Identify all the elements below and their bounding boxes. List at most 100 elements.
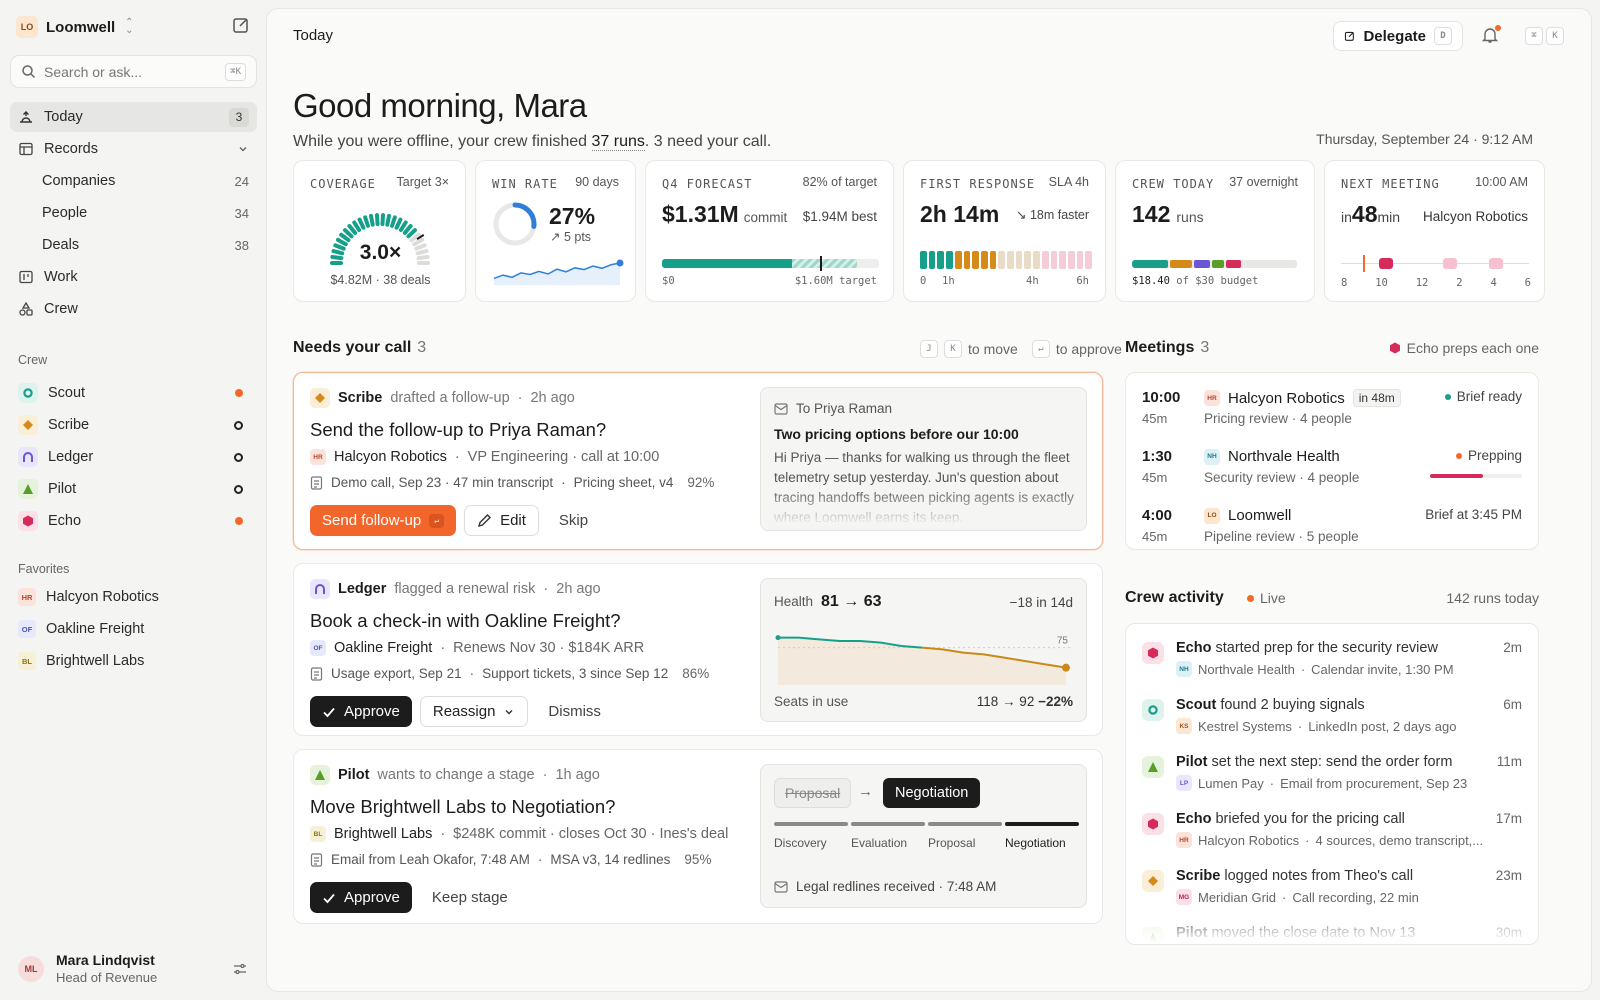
search-input[interactable]: Search or ask... ⌘K — [10, 55, 257, 88]
card-source-2[interactable]: Pricing sheet, v4 — [573, 475, 674, 490]
dismiss-button[interactable]: Dismiss — [548, 703, 601, 720]
nextmeeting-card[interactable]: NEXT MEETING 10:00 AM in 48 min Halcyon … — [1324, 160, 1545, 302]
card-confidence: 92% — [687, 475, 715, 490]
histogram-bar — [1033, 251, 1040, 269]
crew-item-label: Scribe — [48, 417, 90, 433]
card-company[interactable]: Halcyon Robotics — [334, 449, 447, 465]
crewtoday-card[interactable]: CREW TODAY 37 overnight 142 runs $18.40 … — [1115, 160, 1315, 302]
edit-button[interactable]: Edit — [464, 505, 539, 536]
favorite-item[interactable]: HR Halcyon Robotics — [10, 582, 257, 612]
bell-icon[interactable] — [1481, 25, 1501, 47]
meeting-status: Brief ready — [1444, 389, 1522, 404]
reassign-dropdown[interactable]: Reassign — [419, 696, 529, 727]
card-source-1[interactable]: Demo call, Sep 23 · 47 min transcript — [331, 475, 554, 490]
histogram-bar — [980, 251, 988, 269]
budget-segment — [1132, 260, 1169, 268]
activity-company[interactable]: Northvale Health — [1198, 661, 1295, 677]
activity-company[interactable]: Meridian Grid — [1198, 889, 1277, 905]
email-preview[interactable]: To Priya Raman Two pricing options befor… — [760, 387, 1087, 531]
card-source-1[interactable]: Usage export, Sep 21 — [331, 666, 462, 681]
meeting-row[interactable]: 4:00 45m LO Loomwell Pipeline review · 5 peo… — [1142, 507, 1522, 557]
card-source-2[interactable]: MSA v3, 14 redlines — [550, 852, 671, 867]
keep-stage-button[interactable]: Keep stage — [431, 889, 508, 906]
activity-row[interactable]: Scribe logged notes from Theo's call 23m M… — [1142, 868, 1522, 912]
approve-button[interactable]: Approve — [310, 696, 412, 727]
nav-crew[interactable]: Crew — [10, 294, 257, 324]
echo-icon — [18, 511, 38, 531]
nav-work[interactable]: Work — [10, 262, 257, 292]
card-company[interactable]: Oakline Freight — [334, 640, 433, 656]
nav-companies[interactable]: Companies 24 — [10, 166, 257, 196]
user-profile[interactable]: ML Mara Lindqvist Head of Revenue — [18, 952, 157, 985]
meeting-row[interactable]: 10:00 45m HR Halcyon Robotics in 48m Pricing … — [1142, 389, 1522, 439]
activity-source: · — [1297, 718, 1303, 734]
compose-icon[interactable] — [232, 16, 252, 36]
runs-link[interactable]: 37 runs — [591, 133, 645, 151]
card-title[interactable]: Send the follow-up to Priya Raman? — [310, 419, 607, 440]
crew-item-scout[interactable]: Scout — [10, 378, 257, 408]
settings-sliders-icon[interactable] — [232, 961, 248, 980]
activity-company[interactable]: Halcyon Robotics — [1198, 832, 1300, 848]
action-card-followup[interactable]: Scribe drafted a follow-up · 2h ago Send… — [293, 372, 1103, 550]
histogram-bar — [928, 251, 936, 269]
document-icon — [310, 666, 323, 681]
forecast-best: $1.94M best — [802, 209, 877, 224]
forecast-card[interactable]: Q4 FORECAST 82% of target $1.31M commit … — [645, 160, 894, 302]
send-followup-button[interactable]: Send follow-up ↵ — [310, 505, 457, 536]
skip-button[interactable]: Skip — [558, 512, 589, 529]
winrate-ring — [493, 202, 537, 246]
response-card[interactable]: FIRST RESPONSE SLA 4h 2h 14m ↘ 18m faste… — [903, 160, 1106, 302]
activity-row[interactable]: Echo started prep for the security revie… — [1142, 640, 1522, 684]
activity-company[interactable]: Kestrel Systems — [1198, 718, 1292, 734]
activity-row[interactable]: Scout found 2 buying signals 6m KS Kestrel … — [1142, 697, 1522, 741]
crew-item-scribe[interactable]: Scribe — [10, 410, 257, 440]
card-source-1[interactable]: Email from Leah Okafor, 7:48 AM — [331, 852, 530, 867]
approve-button[interactable]: Approve — [310, 882, 412, 913]
activity-action: set the next step: send the order form — [1211, 754, 1453, 770]
status-dot — [234, 484, 243, 494]
timeline-meeting-3[interactable] — [1489, 258, 1503, 269]
meeting-row[interactable]: 1:30 45m NH Northvale Health Security review… — [1142, 448, 1522, 498]
nav-deals[interactable]: Deals 38 — [10, 230, 257, 260]
activity-row[interactable]: Pilot set the next step: send the order … — [1142, 754, 1522, 798]
favorite-item[interactable]: BL Brightwell Labs — [10, 646, 257, 676]
workspace-switcher[interactable]: LO Loomwell ⌃ ⌄ — [16, 16, 134, 38]
crew-budget-total: of $30 budget — [1169, 275, 1259, 287]
timeline-meeting-2[interactable] — [1443, 258, 1457, 269]
response-tick-2: 4h — [1026, 275, 1039, 287]
meeting-company[interactable]: Northvale Health — [1228, 448, 1340, 465]
card-company[interactable]: Brightwell Labs — [334, 826, 433, 842]
crew-item-pilot[interactable]: Pilot — [10, 474, 257, 504]
stage-step-label: Proposal — [928, 836, 976, 850]
activity-source-text: Email from procurement, Sep 23 — [1280, 775, 1468, 791]
stage-change-panel[interactable]: Proposal → Negotiation Discovery Evaluati… — [760, 764, 1087, 908]
favorite-item[interactable]: OF Oakline Freight — [10, 614, 257, 644]
nav-records[interactable]: Records — [10, 134, 257, 164]
greeting-title: Good morning, Mara — [293, 87, 587, 124]
health-chart-panel[interactable]: Health 81 → 63 −18 in 14d 75 118 → 92 −2… — [760, 578, 1087, 722]
action-card-checkin[interactable]: Ledger flagged a renewal risk · 2h ago B… — [293, 563, 1103, 736]
card-source-2[interactable]: Support tickets, 3 since Sep 12 — [482, 666, 669, 681]
timeline-meeting-1[interactable] — [1379, 258, 1393, 269]
crew-item-echo[interactable]: Echo — [10, 506, 257, 536]
activity-action: briefed you for the pricing call — [1215, 811, 1405, 827]
delegate-button[interactable]: Delegate D — [1333, 21, 1463, 51]
nav-today[interactable]: Today 3 — [10, 102, 257, 132]
card-title[interactable]: Book a check-in with Oakline Freight? — [310, 610, 621, 631]
action-card-stage[interactable]: Pilot wants to change a stage · 1h ago M… — [293, 749, 1103, 924]
histogram-bar — [1015, 251, 1023, 269]
reference-label: 75 — [1057, 636, 1069, 647]
card-title[interactable]: Move Brightwell Labs to Negotiation? — [310, 796, 616, 817]
meeting-company[interactable]: Halcyon Robotics — [1228, 389, 1345, 407]
nav-people[interactable]: People 34 — [10, 198, 257, 228]
winrate-card[interactable]: WIN RATE 90 days 27% ↗ 5 pts — [475, 160, 636, 302]
crew-section-title: Crew — [18, 353, 48, 367]
activity-row[interactable]: Echo briefed you for the pricing call 17m… — [1142, 811, 1522, 855]
coverage-card[interactable]: COVERAGE Target 3× 3.0× $4.82M · 38 deal… — [293, 160, 466, 302]
meeting-company[interactable]: Loomwell — [1228, 507, 1292, 524]
activity-company[interactable]: Lumen Pay — [1198, 775, 1264, 791]
avatar: ML — [18, 955, 44, 982]
card-company-row: OF Oakline Freight · Renews Nov 30 · $18… — [310, 640, 644, 656]
crew-item-ledger[interactable]: Ledger — [10, 442, 257, 472]
command-palette-shortcut[interactable]: ⌘ K — [1525, 27, 1564, 45]
